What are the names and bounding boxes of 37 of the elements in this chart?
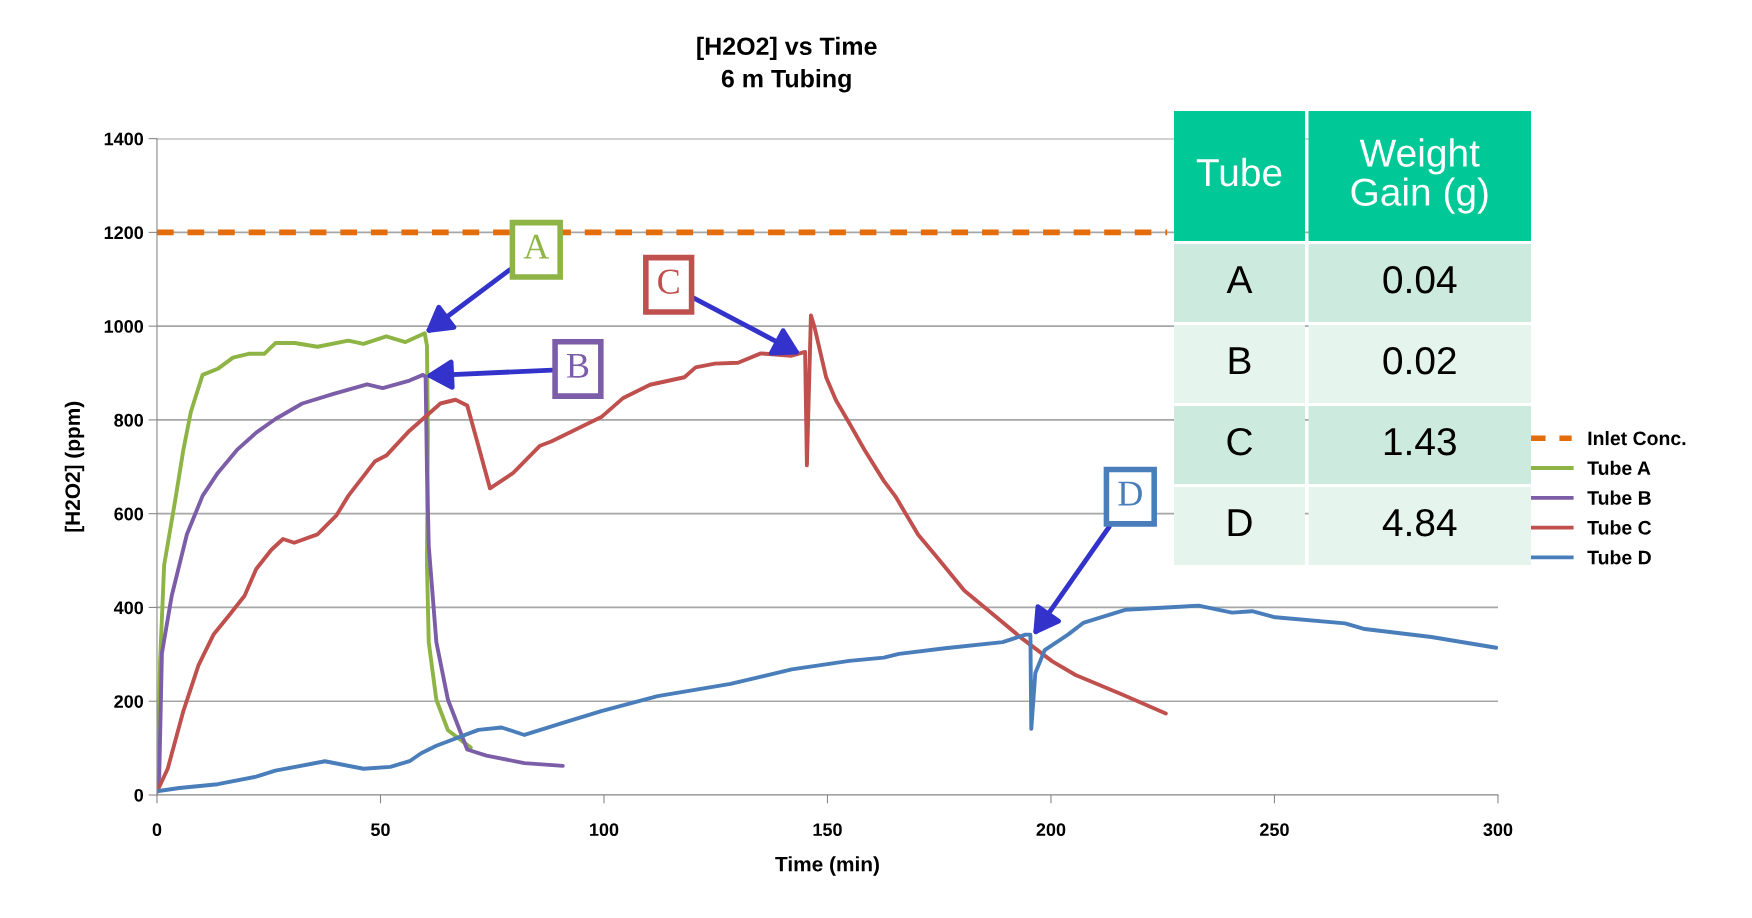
x-tick-label: 50	[370, 823, 390, 837]
annotation: C	[658, 269, 679, 294]
annotation: 0.02	[1383, 346, 1456, 375]
x-tick-label: 0	[152, 823, 162, 837]
annotation: D	[1228, 509, 1252, 537]
annotation: 0.04	[1383, 265, 1457, 294]
y-tick-label: 1200	[104, 226, 144, 240]
annotation: B	[1229, 347, 1251, 375]
annotation: 1.43	[1384, 427, 1456, 456]
legend-label: Inlet Conc.	[1588, 430, 1686, 446]
x-tick-label: 300	[1483, 823, 1513, 837]
annotation: C	[1227, 427, 1253, 456]
y-tick-label: 1000	[104, 320, 144, 333]
y-tick-label: 200	[114, 695, 144, 708]
annotation: 4.84	[1382, 508, 1457, 537]
x-tick-label: 200	[1036, 823, 1066, 837]
annotation: Weight Gain (g)	[1351, 138, 1488, 214]
y-tick-label: 0	[134, 788, 144, 802]
x-axis-title: Time (min)	[775, 856, 879, 876]
legend-label: Tube B	[1587, 490, 1651, 505]
y-tick-label: 400	[113, 601, 144, 615]
annotation: D	[1118, 481, 1142, 506]
legend-label: Tube C	[1587, 520, 1652, 535]
chart-title: [H2O2] vs Time 6 m Tubing	[697, 36, 877, 93]
annotation: Tube	[1196, 157, 1282, 187]
y-tick-label: 1400	[104, 132, 144, 146]
x-tick-label: 250	[1260, 823, 1289, 837]
y-tick-label: 800	[114, 413, 144, 427]
annotation: B	[566, 353, 589, 378]
annotation: A	[1226, 266, 1253, 294]
legend-label: Tube A	[1587, 460, 1651, 476]
y-tick-label: 600	[114, 507, 144, 521]
x-tick-label: 150	[813, 823, 842, 837]
y-axis-title: [H2O2] (ppm)	[64, 401, 85, 532]
legend-label: Tube D	[1587, 550, 1651, 565]
annotation: A	[523, 234, 550, 259]
x-tick-label: 100	[590, 823, 619, 837]
